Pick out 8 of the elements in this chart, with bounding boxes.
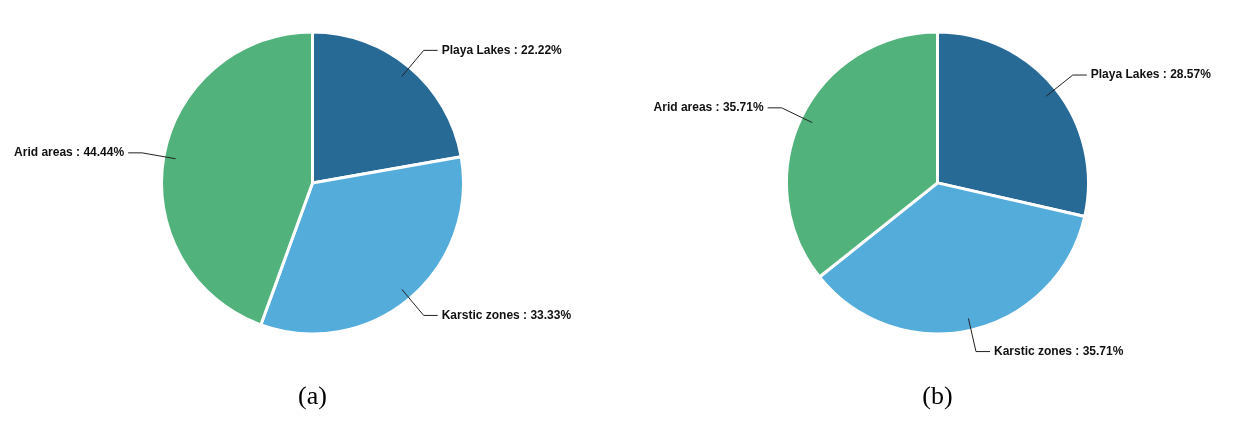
slice-label: Karstic zones : 33.33% bbox=[441, 307, 572, 322]
slice-label: Arid areas : 35.71% bbox=[653, 100, 764, 115]
text: (b) bbox=[922, 381, 953, 411]
slice-label: Karstic zones : 35.71% bbox=[993, 343, 1124, 358]
slice-label: Playa Lakes : 28.57% bbox=[1090, 67, 1212, 82]
text: (a) bbox=[298, 381, 327, 411]
slice-label: Arid areas : 44.44% bbox=[14, 145, 125, 160]
slice-label: Playa Lakes : 22.22% bbox=[441, 42, 563, 57]
